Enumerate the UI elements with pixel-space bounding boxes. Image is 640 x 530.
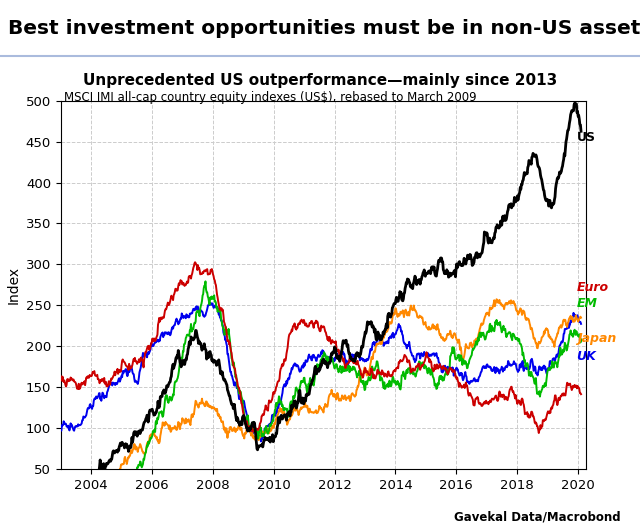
Text: Gavekal Data/Macrobond: Gavekal Data/Macrobond [454,510,621,524]
Text: UK: UK [577,350,596,363]
Text: Unprecedented US outperformance—mainly since 2013: Unprecedented US outperformance—mainly s… [83,73,557,88]
Text: Best investment opportunities must be in non-US assets: Best investment opportunities must be in… [8,19,640,38]
Text: Japan: Japan [577,332,616,344]
Text: Euro: Euro [577,281,609,294]
Text: EM: EM [577,297,598,310]
Text: US: US [577,131,596,144]
Y-axis label: Index: Index [6,266,20,304]
Text: MSCI IMI all-cap country equity indexes (US$), rebased to March 2009: MSCI IMI all-cap country equity indexes … [64,91,477,104]
